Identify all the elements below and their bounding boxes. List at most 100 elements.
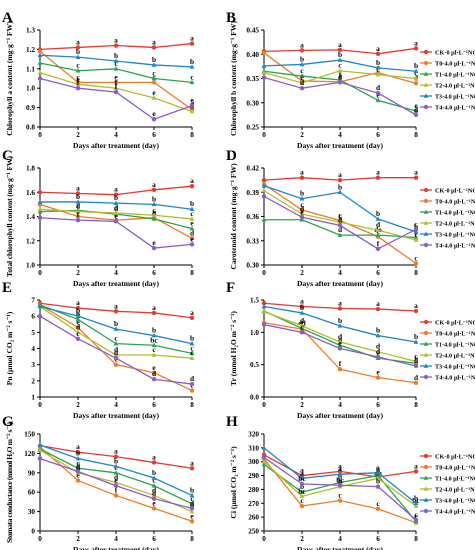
data-point [337, 219, 343, 224]
significance-label: a [300, 466, 304, 475]
x-tick-label: 4 [338, 131, 342, 139]
data-point [299, 61, 305, 67]
significance-label: b [300, 54, 304, 63]
data-point [113, 58, 119, 63]
significance-label: b [76, 47, 80, 56]
significance-label: b [414, 493, 418, 502]
data-point [113, 341, 119, 346]
significance-label: e [190, 219, 194, 228]
significance-label: d [152, 485, 157, 494]
x-tick-label: 6 [152, 269, 156, 277]
x-axis-title: Days after treatment (day) [297, 279, 383, 288]
data-point [37, 190, 43, 195]
data-point [375, 90, 381, 96]
significance-label: c [414, 510, 418, 519]
data-point [75, 465, 81, 471]
significance-label: a [114, 301, 118, 310]
significance-label: f [115, 485, 118, 494]
y-tick-label: 3 [31, 361, 35, 369]
data-point [299, 196, 305, 201]
significance-label: e [76, 74, 80, 83]
data-point [37, 199, 43, 204]
data-point [299, 325, 305, 331]
data-point [189, 381, 195, 387]
data-point [151, 95, 157, 100]
legend-label: T0-4.0 μl·L⁻¹NO₂+0 mM SA [435, 330, 475, 337]
significance-label: a [376, 463, 380, 472]
x-tick-label: 6 [152, 401, 156, 409]
data-point [337, 223, 343, 228]
data-point [299, 215, 305, 220]
significance-label: a [338, 40, 342, 49]
data-point [75, 86, 81, 91]
significance-label: b [76, 306, 80, 315]
panel-letter: B [226, 10, 236, 26]
data-point [299, 304, 305, 309]
data-point [413, 175, 419, 180]
data-point [413, 234, 419, 240]
significance-label: c [152, 205, 156, 214]
data-point [413, 81, 419, 86]
legend-marker [423, 220, 429, 225]
significance-label: c [114, 59, 118, 68]
x-tick-label: 0 [262, 401, 266, 409]
y-tick-label: 1.1 [26, 65, 35, 73]
series-5: a a ab [261, 445, 419, 506]
y-tick-label: 0.36 [246, 213, 259, 221]
data-point [151, 75, 157, 81]
x-tick-label: 2 [300, 401, 304, 409]
data-point [75, 54, 81, 59]
significance-label: d [338, 72, 343, 81]
significance-label: c [338, 61, 342, 70]
data-point [337, 232, 343, 237]
legend-label: T4-4.0 μl·L⁻¹NO₂+1 mM SA [435, 104, 475, 111]
significance-label: e [300, 207, 304, 216]
significance-label: c [76, 329, 80, 338]
data-point [413, 358, 419, 364]
data-point [413, 380, 419, 385]
legend-marker [423, 475, 429, 480]
significance-label: d [338, 332, 343, 341]
significance-label: d [76, 322, 81, 331]
legend-marker [423, 464, 429, 470]
significance-label: e [338, 72, 342, 81]
significance-label: b [114, 319, 118, 328]
panel-letter: G [2, 414, 14, 430]
data-point [189, 216, 195, 221]
significance-label: b [414, 61, 418, 70]
data-point [151, 201, 157, 207]
x-tick-label: 6 [376, 401, 380, 409]
data-point [37, 215, 43, 220]
data-point [189, 226, 195, 231]
data-point [375, 51, 381, 56]
data-point [189, 466, 195, 471]
y-tick-label: 1.2 [26, 46, 35, 54]
significance-label: c [414, 351, 418, 360]
x-tick-label: 0 [38, 131, 42, 139]
data-point [113, 43, 119, 48]
significance-label: b [338, 182, 342, 191]
data-point [189, 509, 195, 514]
significance-label: b [152, 326, 156, 335]
data-point [375, 470, 381, 475]
data-point [337, 483, 343, 488]
legend-label: T1-4.0 μl·L⁻¹NO₂+0.25 mM SA [435, 341, 475, 348]
y-tick-label: 4 [31, 345, 35, 353]
data-point [413, 517, 419, 523]
significance-label: d [152, 209, 157, 218]
significance-label: d [190, 502, 195, 511]
data-point [261, 303, 267, 309]
significance-label: b [338, 316, 342, 325]
data-point [261, 455, 267, 460]
data-point [113, 309, 119, 314]
data-point [113, 210, 119, 215]
x-tick-label: 0 [262, 269, 266, 277]
